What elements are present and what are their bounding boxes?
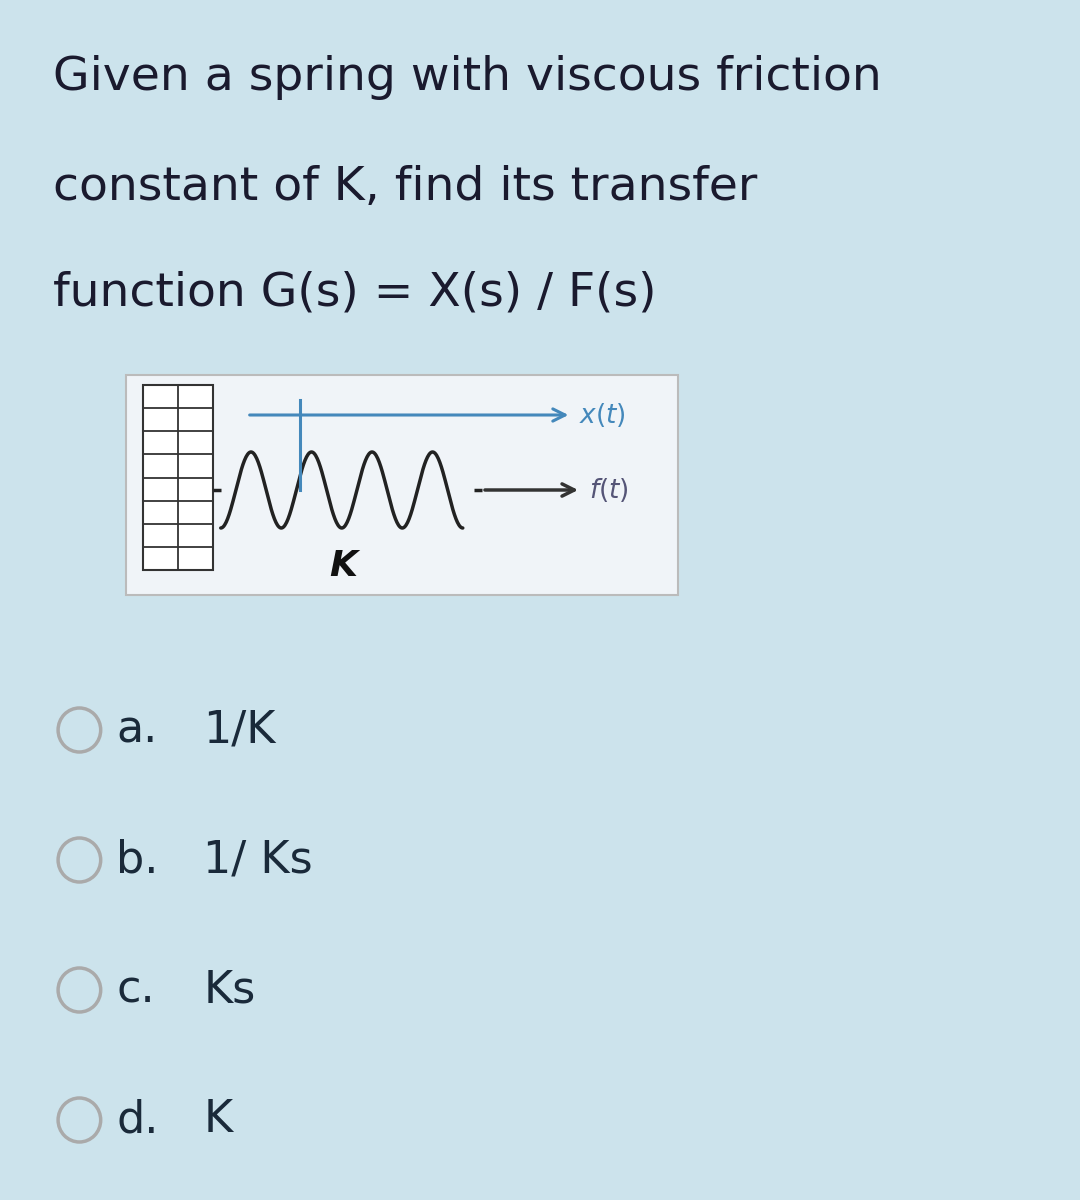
Text: $f(t)$: $f(t)$ — [589, 476, 629, 504]
Text: K: K — [329, 550, 357, 583]
Text: b.: b. — [117, 839, 159, 882]
Text: d.: d. — [117, 1098, 159, 1141]
Text: a.: a. — [117, 708, 158, 751]
Text: Given a spring with viscous friction: Given a spring with viscous friction — [53, 55, 882, 100]
Text: Ks: Ks — [203, 968, 256, 1012]
Text: 1/K: 1/K — [203, 708, 275, 751]
Text: 1/ Ks: 1/ Ks — [203, 839, 313, 882]
Text: function G(s) = X(s) / F(s): function G(s) = X(s) / F(s) — [53, 270, 657, 314]
Bar — [144, 385, 213, 570]
Text: $x(t)$: $x(t)$ — [579, 401, 626, 428]
Text: K: K — [203, 1098, 232, 1141]
Text: c.: c. — [117, 968, 154, 1012]
FancyBboxPatch shape — [126, 374, 678, 595]
Text: constant of K, find its transfer: constant of K, find its transfer — [53, 164, 758, 210]
